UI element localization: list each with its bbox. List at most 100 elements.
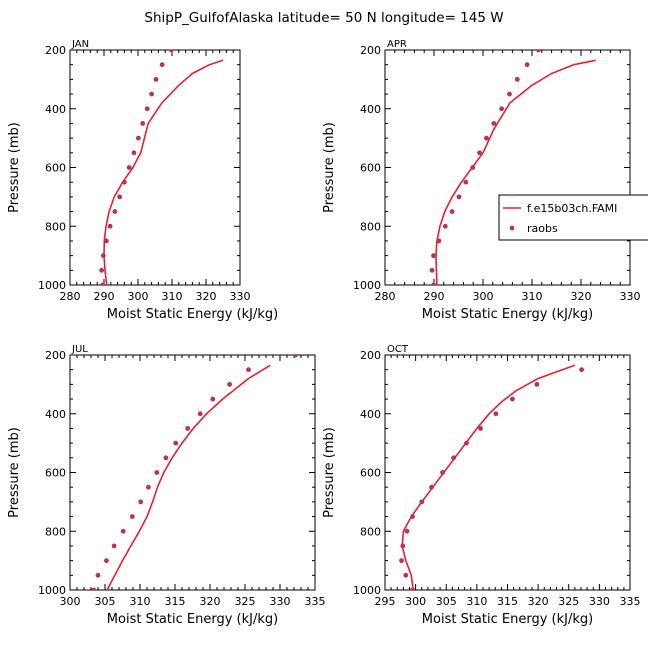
raobs-point bbox=[400, 543, 406, 549]
legend-box bbox=[498, 194, 648, 241]
y-axis-label: Pressure (mb) bbox=[322, 122, 337, 213]
raobs-point bbox=[135, 135, 141, 141]
raobs-point bbox=[153, 76, 159, 82]
legend-raobs-swatch bbox=[509, 225, 515, 231]
panel-label: JUL bbox=[71, 344, 88, 355]
y-tick-label: 200 bbox=[45, 349, 66, 362]
raobs-point bbox=[210, 396, 216, 402]
raobs-point bbox=[484, 135, 489, 141]
raobs-point bbox=[470, 165, 476, 170]
model-line bbox=[106, 364, 271, 590]
plot-frame bbox=[384, 354, 631, 591]
raobs-point bbox=[399, 558, 404, 564]
raobs-point bbox=[246, 367, 251, 373]
raobs-point bbox=[451, 455, 456, 461]
panel-label: OCT bbox=[387, 344, 409, 355]
raobs-point bbox=[410, 587, 415, 590]
panel-jan: JAN 280 290 300 310 320 330 200 400 600 800 1000 Moi… bbox=[7, 39, 278, 322]
raobs-point bbox=[442, 223, 448, 229]
plot-frame bbox=[69, 354, 316, 591]
raobs-point bbox=[431, 282, 436, 285]
raobs-point bbox=[464, 440, 469, 446]
model-line bbox=[435, 59, 596, 285]
panel-jul: JUL 300 305 310 315 320 325 330 335 200 400 600 800 1… bbox=[7, 344, 326, 627]
raobs-point bbox=[107, 223, 113, 229]
raobs-point bbox=[154, 470, 160, 475]
raobs-point bbox=[95, 572, 101, 578]
y-tick-label: 400 bbox=[45, 408, 66, 421]
y-tick-label: 1000 bbox=[38, 584, 66, 597]
raobs-point bbox=[144, 106, 150, 112]
x-tick-label: 310 bbox=[162, 290, 183, 303]
y-tick-label: 1000 bbox=[353, 279, 381, 292]
raobs-point bbox=[163, 455, 169, 461]
plot-area bbox=[399, 364, 585, 590]
y-axis-label: Pressure (mb) bbox=[7, 122, 22, 213]
raobs-point bbox=[173, 440, 179, 446]
x-axis-label: Moist Static Energy (kJ/kg) bbox=[107, 612, 278, 627]
x-tick-label: 325 bbox=[558, 595, 579, 608]
raobs-point bbox=[131, 150, 137, 156]
x-tick-label: 310 bbox=[130, 595, 151, 608]
model-line bbox=[401, 364, 576, 590]
y-tick-label: 400 bbox=[45, 103, 66, 116]
raobs-point bbox=[534, 381, 540, 387]
raobs-point bbox=[149, 91, 155, 97]
plot-area bbox=[99, 50, 224, 285]
raobs-point bbox=[440, 470, 445, 475]
y-tick-label: 200 bbox=[45, 44, 66, 57]
raobs-point bbox=[104, 558, 109, 564]
model-line bbox=[103, 59, 224, 285]
plot-area bbox=[91, 355, 298, 590]
raobs-point bbox=[478, 426, 483, 431]
x-tick-label: 280 bbox=[375, 290, 396, 303]
raobs-point bbox=[293, 355, 298, 358]
plot-frame bbox=[69, 49, 241, 286]
raobs-point bbox=[91, 587, 97, 590]
x-tick-label: 335 bbox=[305, 595, 326, 608]
x-tick-label: 320 bbox=[196, 290, 217, 303]
x-tick-label: 310 bbox=[466, 595, 487, 608]
raobs-point bbox=[99, 267, 105, 273]
panel-apr: APR 280 290 300 310 320 330 200 400 600 800 1000 Moi… bbox=[322, 39, 641, 322]
raobs-point bbox=[159, 62, 165, 68]
raobs-point bbox=[227, 381, 233, 387]
raobs-point bbox=[197, 411, 203, 417]
raobs-point bbox=[429, 267, 435, 273]
legend-model-label: f.e15b03ch.FAMI bbox=[527, 202, 617, 215]
y-tick-label: 600 bbox=[360, 467, 381, 480]
x-tick-label: 290 bbox=[424, 290, 445, 303]
x-tick-label: 290 bbox=[94, 290, 115, 303]
x-tick-label: 335 bbox=[620, 595, 641, 608]
raobs-point bbox=[403, 572, 409, 578]
x-tick-label: 320 bbox=[200, 595, 221, 608]
panel-label: JAN bbox=[71, 39, 89, 50]
raobs-point bbox=[100, 253, 106, 259]
x-axis-label: Moist Static Energy (kJ/kg) bbox=[422, 612, 593, 627]
raobs-point bbox=[477, 150, 482, 156]
plot-frame bbox=[384, 49, 631, 286]
raobs-point bbox=[463, 179, 469, 185]
y-tick-label: 600 bbox=[360, 162, 381, 175]
y-tick-label: 1000 bbox=[353, 584, 381, 597]
y-tick-label: 800 bbox=[360, 525, 381, 538]
x-tick-label: 330 bbox=[589, 595, 610, 608]
legend-raobs-label: raobs bbox=[527, 222, 558, 235]
raobs-point bbox=[138, 499, 144, 505]
raobs-point bbox=[493, 411, 499, 417]
raobs-point bbox=[436, 238, 442, 244]
raobs-point bbox=[168, 50, 174, 53]
raobs-point bbox=[129, 514, 135, 519]
x-tick-label: 300 bbox=[60, 595, 81, 608]
raobs-point bbox=[431, 253, 436, 259]
y-tick-label: 200 bbox=[360, 44, 381, 57]
x-tick-label: 325 bbox=[235, 595, 256, 608]
raobs-point bbox=[117, 194, 123, 200]
y-axis-label: Pressure (mb) bbox=[322, 427, 337, 518]
raobs-point bbox=[146, 484, 151, 490]
y-tick-label: 400 bbox=[360, 408, 381, 421]
raobs-point bbox=[112, 209, 118, 214]
raobs-point bbox=[510, 396, 515, 402]
raobs-point bbox=[103, 238, 109, 244]
